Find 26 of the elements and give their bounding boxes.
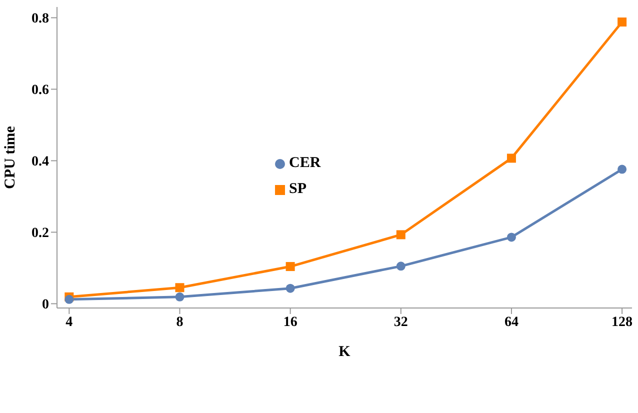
point — [506, 232, 516, 242]
y-tick-label: 0.2 — [32, 226, 49, 242]
y-tick-label: 0.4 — [32, 154, 49, 170]
y-axis-title: CPU time — [2, 126, 18, 189]
point — [175, 292, 184, 302]
point — [64, 294, 74, 304]
point — [396, 262, 406, 271]
y-tick-label: 0 — [42, 298, 49, 313]
point — [396, 230, 406, 240]
legend-label: SP — [289, 181, 307, 197]
point — [618, 164, 627, 174]
legend-label: CER — [289, 155, 321, 171]
x-tick-label: 128 — [612, 314, 633, 330]
x-tick-label: 8 — [176, 314, 184, 330]
point — [286, 284, 295, 293]
x-tick-label: 16 — [283, 314, 298, 330]
point — [175, 283, 184, 292]
x-tick-label: 64 — [504, 314, 518, 330]
y-tick-label: 0.6 — [32, 83, 49, 98]
x-axis-title: K — [338, 344, 351, 360]
x-tick-label: 4 — [66, 314, 73, 330]
point — [618, 18, 627, 27]
x-tick-label: 32 — [394, 314, 408, 330]
point — [506, 154, 516, 163]
point — [286, 262, 295, 272]
y-tick-label: 0.8 — [32, 12, 49, 27]
